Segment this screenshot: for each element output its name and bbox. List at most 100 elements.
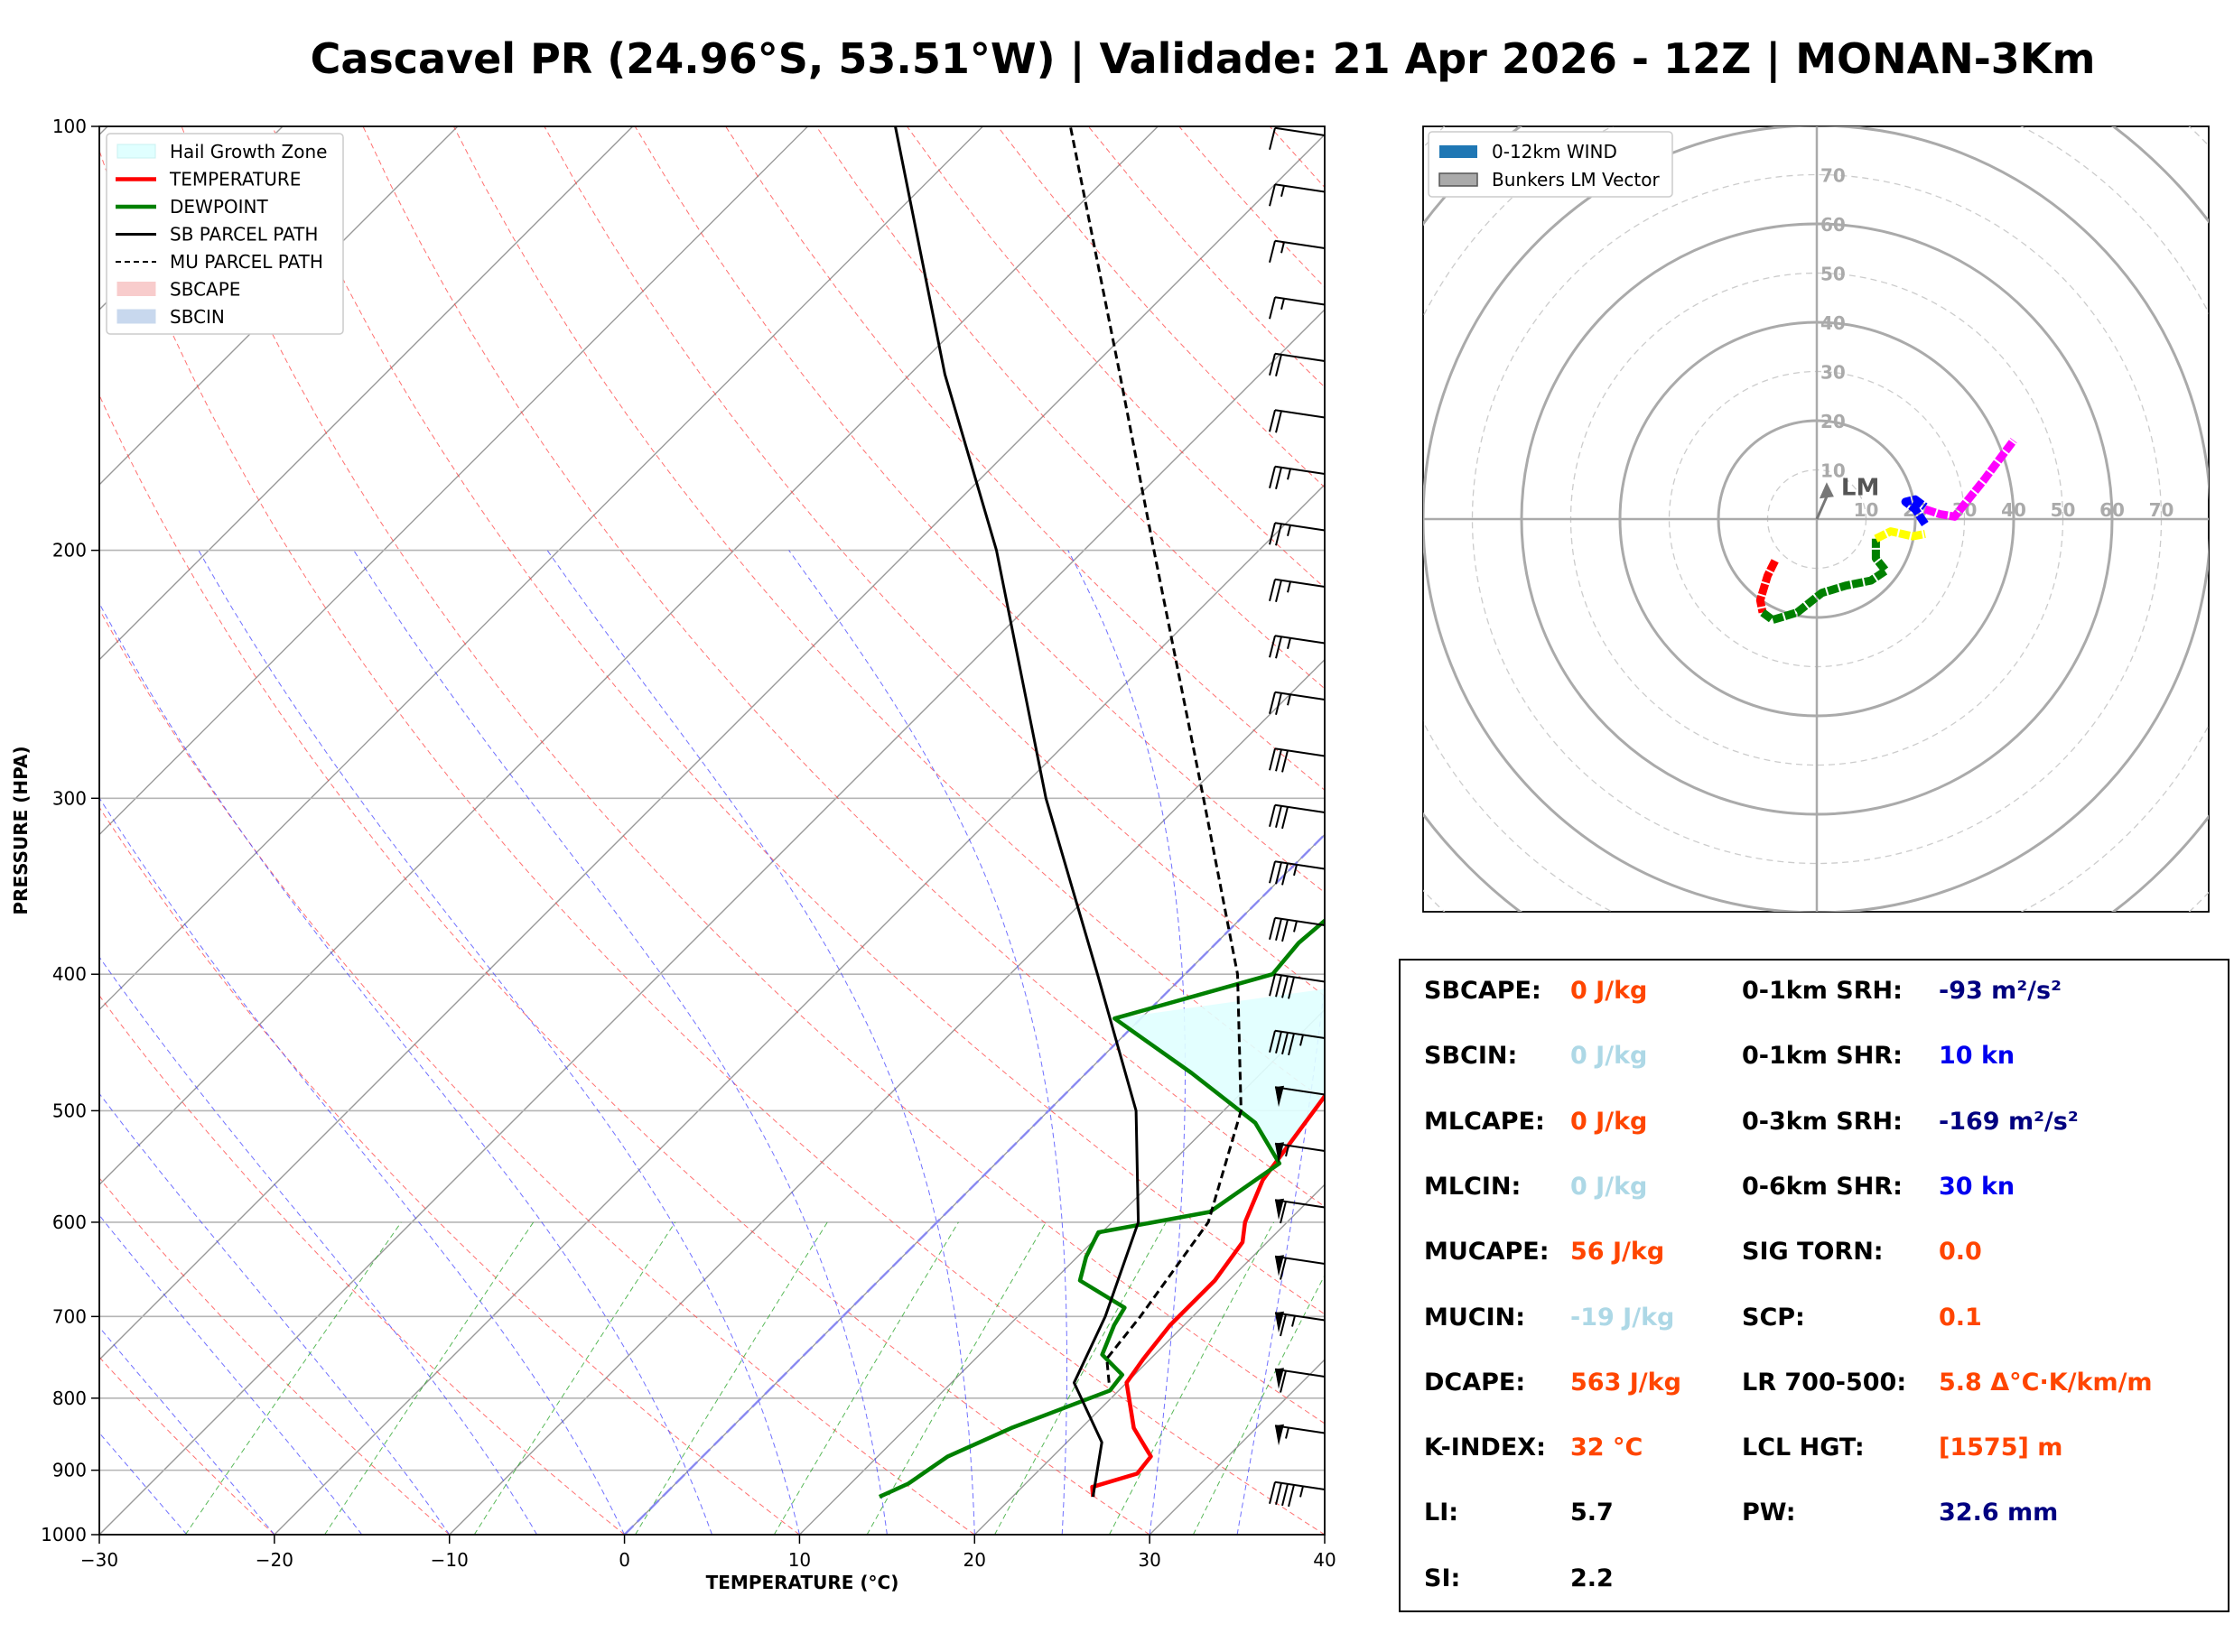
barb-shaft — [1274, 803, 1326, 813]
hodograph-segment-6-9km — [1901, 495, 1929, 526]
bunkers-lm-arrowhead — [1819, 482, 1834, 499]
barb-flag — [1281, 863, 1289, 886]
barb-shaft — [1274, 916, 1326, 926]
isotherm-line — [99, 126, 983, 1011]
x-tick-label: 20 — [963, 1549, 986, 1571]
moist-adiabat — [353, 550, 888, 1535]
barb-flag — [1269, 974, 1276, 997]
legend-label: DEWPOINT — [170, 196, 268, 218]
wind-barb — [1269, 126, 1326, 150]
ring-label-x: 10 — [1854, 499, 1879, 521]
isotherm-line — [99, 126, 459, 486]
legend-label: SBCIN — [170, 306, 225, 328]
barb-flag — [1280, 1201, 1287, 1224]
wind-barb — [1269, 803, 1326, 830]
ring-label-y: 10 — [1820, 460, 1846, 482]
barb-half-flag — [1280, 242, 1285, 254]
barb-half-flag — [1299, 1486, 1304, 1498]
barb-shaft — [1274, 465, 1326, 475]
barb-half-flag — [1287, 694, 1291, 706]
wind-barb — [1269, 860, 1326, 886]
stat-label: LI: — [1424, 1499, 1459, 1527]
wind-barb — [1269, 465, 1326, 490]
barb-flag — [1275, 580, 1282, 603]
barb-shaft — [1274, 691, 1326, 701]
moist-adiabat — [99, 1092, 451, 1535]
wind-barb — [1274, 1198, 1326, 1224]
barb-flag — [1269, 127, 1276, 150]
barb-flag — [1269, 410, 1276, 432]
barb-half-flag — [1287, 469, 1291, 480]
barb-flag — [1288, 977, 1295, 999]
barb-flag — [1275, 411, 1282, 433]
mixing-ratio-line — [1109, 1221, 1275, 1535]
legend-label: Hail Growth Zone — [170, 141, 327, 162]
hodograph-segment-9-12km — [1923, 438, 2017, 521]
ring-label-x: 70 — [2149, 499, 2174, 521]
legend-swatch — [116, 309, 156, 324]
barb-half-flag — [1299, 1035, 1304, 1046]
barb-pennant — [1275, 1085, 1284, 1108]
stat-label: LCL HGT: — [1742, 1434, 1865, 1462]
barb-shaft — [1274, 352, 1326, 362]
wind-barb — [1269, 352, 1326, 377]
barb-half-flag — [1280, 185, 1285, 197]
dry-adiabat — [99, 995, 625, 1535]
skewt-legend: Hail Growth Zone TEMPERATURE DEWPOINT SB PA… — [106, 133, 344, 335]
wind-barb — [1274, 1255, 1326, 1280]
moist-adiabat — [198, 550, 800, 1535]
ring-label-y: 30 — [1820, 362, 1846, 384]
moist-adiabat — [99, 1326, 275, 1535]
barb-flag — [1275, 1482, 1282, 1506]
wind-barb — [1269, 239, 1326, 263]
stat-value: 32.6 mm — [1939, 1499, 2059, 1527]
x-tick-label: 0 — [619, 1549, 630, 1571]
x-tick-label: 10 — [788, 1549, 811, 1571]
mixing-ratio-line — [473, 1221, 676, 1535]
barb-flag — [1269, 297, 1276, 320]
legend-box — [106, 133, 344, 335]
wind-barb — [1269, 578, 1326, 603]
wind-barb — [1274, 1368, 1326, 1393]
barb-flag — [1269, 184, 1276, 207]
x-tick-label: 40 — [1313, 1549, 1336, 1571]
barb-flag — [1280, 1370, 1287, 1393]
y-tick-label: 1000 — [41, 1524, 87, 1545]
moist-adiabat — [99, 797, 626, 1535]
legend-swatch — [116, 282, 156, 296]
barb-flag — [1269, 636, 1276, 658]
legend-label: SBCAPE — [170, 279, 240, 301]
legend-label: SB PARCEL PATH — [170, 224, 318, 246]
barb-flag — [1275, 749, 1282, 772]
barb-flag — [1288, 1484, 1295, 1508]
dry-adiabat — [272, 126, 1325, 1315]
stat-value: 0.1 — [1939, 1303, 1982, 1332]
wind-barb — [1269, 409, 1326, 433]
barb-flag — [1275, 467, 1282, 490]
x-tick-label: 30 — [1138, 1549, 1160, 1571]
stat-value: 10 kn — [1939, 1042, 2015, 1071]
barb-pennant — [1275, 1198, 1284, 1220]
y-tick-label: 700 — [52, 1305, 87, 1327]
wind-barb — [1269, 691, 1326, 716]
ring-label-y: 40 — [1820, 312, 1846, 334]
stat-value: -93 m²/s² — [1939, 977, 2062, 1005]
ring-label-y: 50 — [1820, 264, 1846, 285]
isotherm-line — [449, 658, 1325, 1535]
barb-flag — [1269, 748, 1276, 771]
isotherm-line — [99, 309, 1325, 1535]
barb-flag — [1288, 1033, 1295, 1056]
y-tick-label: 800 — [52, 1387, 87, 1409]
stat-value: 30 kn — [1939, 1172, 2015, 1201]
barb-flag — [1269, 804, 1276, 827]
stat-value: -19 J/kg — [1570, 1303, 1675, 1332]
wind-barb — [1269, 522, 1326, 546]
dry-adiabat — [634, 126, 1325, 894]
stat-label: 0-6km SHR: — [1742, 1172, 1903, 1201]
stat-value: 0 J/kg — [1570, 1107, 1648, 1136]
dry-adiabat — [99, 1356, 275, 1535]
stat-label: SBCAPE: — [1424, 977, 1541, 1005]
wind-barb — [1269, 916, 1326, 942]
barb-half-flag — [1291, 1315, 1296, 1327]
